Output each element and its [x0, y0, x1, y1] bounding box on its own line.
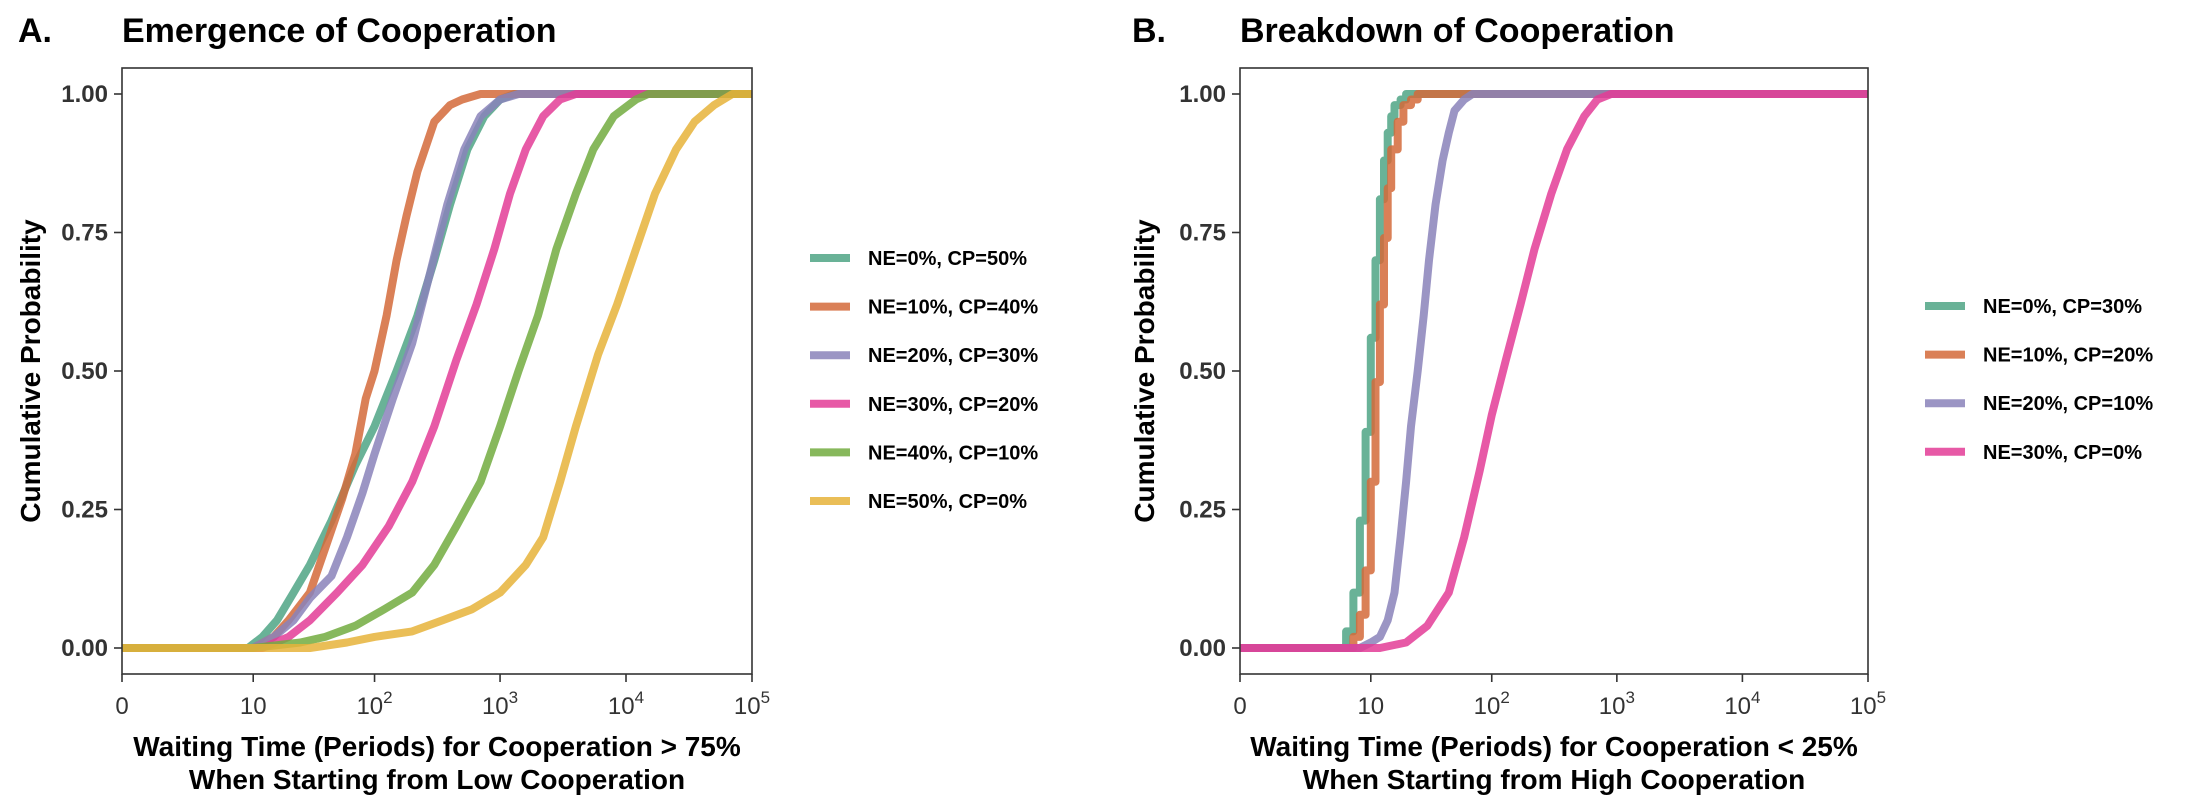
x-tick-base: 10 — [356, 693, 383, 720]
x-axis-title: Waiting Time (Periods) for Cooperation >… — [133, 731, 741, 762]
x-tick-label: 0 — [115, 693, 128, 720]
y-tick-label: 0.75 — [1179, 220, 1226, 247]
x-tick-exponent: 4 — [1751, 688, 1760, 707]
x-tick-base: 10 — [482, 693, 509, 720]
y-tick-label: 0.00 — [61, 635, 108, 662]
x-tick-base: 10 — [240, 693, 267, 720]
x-tick-label: 10 — [1357, 693, 1384, 720]
legend-label-2: NE=10%, CP=20% — [1983, 345, 2153, 367]
series-line-4 — [1240, 90, 1868, 652]
x-tick-exponent: 3 — [1625, 688, 1634, 707]
x-tick-label: 102 — [356, 688, 392, 720]
legend-label-1: NE=0%, CP=30% — [1983, 296, 2142, 318]
legend-label-3: NE=20%, CP=10% — [1983, 393, 2153, 415]
x-tick-base: 10 — [1599, 693, 1626, 720]
y-tick-label: 1.00 — [1179, 81, 1226, 108]
panel-letter: A. — [18, 12, 52, 50]
legend: NE=0%, CP=50% NE=10%, CP=40% NE=20%, CP=30… — [810, 248, 1038, 513]
y-axis-title: Cumulative Probability — [15, 219, 46, 523]
legend: NE=0%, CP=30% NE=10%, CP=20% NE=20%, CP=10… — [1925, 296, 2153, 464]
series-line-4 — [122, 90, 752, 652]
y-tick-label: 0.00 — [1179, 635, 1226, 662]
y-tick-label: 0.25 — [61, 497, 108, 524]
series-line-3 — [122, 90, 752, 652]
x-tick-label: 103 — [482, 688, 518, 720]
legend-label-2: NE=10%, CP=40% — [868, 297, 1038, 319]
series-line-1 — [1240, 90, 1868, 652]
series-lines — [122, 90, 752, 652]
x-tick-exponent: 4 — [635, 688, 644, 707]
x-tick-base: 10 — [1850, 693, 1877, 720]
x-tick-exponent: 3 — [509, 688, 518, 707]
x-tick-base: 0 — [115, 693, 128, 720]
x-tick-label: 10 — [240, 693, 267, 720]
series-line-2 — [1240, 90, 1868, 652]
panel-letter: B. — [1132, 12, 1166, 50]
legend-label-5: NE=40%, CP=10% — [868, 442, 1038, 464]
legend-label-4: NE=30%, CP=0% — [1983, 442, 2142, 464]
legend-label-6: NE=50%, CP=0% — [868, 491, 1027, 513]
x-tick-base: 10 — [1474, 693, 1501, 720]
series-lines — [1240, 90, 1868, 652]
x-tick-base: 10 — [1357, 693, 1384, 720]
panel-b: B. Breakdown of Cooperation 0.00 0.25 0.50 0.… — [1129, 12, 2153, 795]
x-axis-title: Waiting Time (Periods) for Cooperation <… — [1250, 731, 1858, 762]
x-tick-label: 102 — [1474, 688, 1510, 720]
x-tick-label: 104 — [608, 688, 644, 720]
y-tick-label: 1.00 — [61, 81, 108, 108]
chart-title: Emergence of Cooperation — [122, 12, 557, 50]
chart-title: Breakdown of Cooperation — [1240, 12, 1674, 50]
y-tick-label: 0.25 — [1179, 497, 1226, 524]
y-tick-label: 0.50 — [61, 358, 108, 385]
x-tick-label: 104 — [1724, 688, 1760, 720]
legend-label-1: NE=0%, CP=50% — [868, 248, 1027, 270]
legend-label-4: NE=30%, CP=20% — [868, 394, 1038, 416]
x-tick-label: 103 — [1599, 688, 1635, 720]
x-tick-exponent: 5 — [761, 688, 770, 707]
y-tick-label: 0.75 — [61, 220, 108, 247]
x-tick-label: 105 — [734, 688, 770, 720]
series-line-5 — [122, 90, 752, 652]
x-tick-exponent: 5 — [1877, 688, 1886, 707]
x-tick-label: 105 — [1850, 688, 1886, 720]
series-line-6 — [122, 90, 752, 652]
legend-label-3: NE=20%, CP=30% — [868, 345, 1038, 367]
y-tick-label: 0.50 — [1179, 358, 1226, 385]
y-axis-title: Cumulative Probability — [1129, 219, 1160, 523]
x-tick-base: 0 — [1233, 693, 1246, 720]
x-tick-exponent: 2 — [383, 688, 392, 707]
panel-a: A. Emergence of Cooperation 0.00 0.25 0.50 0.… — [15, 12, 1038, 795]
x-tick-label: 0 — [1233, 693, 1246, 720]
x-tick-base: 10 — [1724, 693, 1751, 720]
plot-frame — [121, 67, 753, 675]
x-axis-title: When Starting from High Cooperation — [1303, 764, 1805, 795]
x-axis-title: When Starting from Low Cooperation — [189, 764, 685, 795]
x-tick-base: 10 — [608, 693, 635, 720]
plot-frame — [1239, 67, 1869, 675]
series-line-3 — [1240, 90, 1868, 652]
x-tick-exponent: 2 — [1500, 688, 1509, 707]
x-tick-base: 10 — [734, 693, 761, 720]
